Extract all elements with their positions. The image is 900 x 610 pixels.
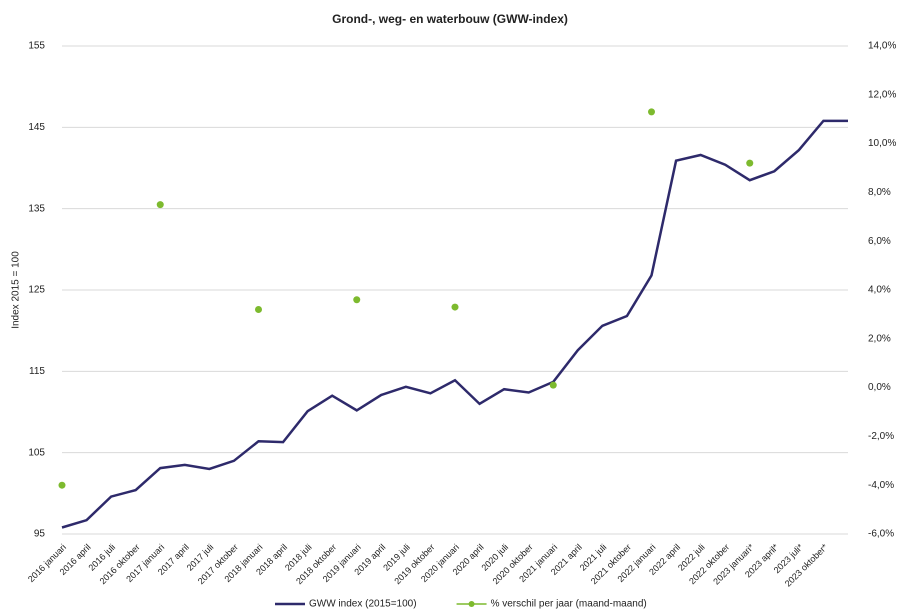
y2-tick-label: 14,0% <box>868 41 896 52</box>
data-point <box>648 108 655 116</box>
y2-tick-label: 6,0% <box>868 236 891 247</box>
data-point <box>156 201 164 209</box>
data-point <box>746 159 754 167</box>
x-tick-label: 2016 januari <box>26 542 68 584</box>
data-point <box>353 296 361 304</box>
y-tick-label: 125 <box>28 285 45 296</box>
y-tick-label: 95 <box>34 529 46 540</box>
legend-label: % verschil per jaar (maand-maand) <box>491 599 647 610</box>
y2-tick-label: 10,0% <box>868 138 896 149</box>
legend-label: GWW index (2015=100) <box>309 599 417 610</box>
data-point <box>255 306 262 314</box>
data-point <box>549 381 557 389</box>
data-point <box>58 481 66 489</box>
y-axis-label: Index 2015 = 100 <box>11 251 22 329</box>
y2-tick-label: 2,0% <box>868 333 891 344</box>
y2-tick-label: -6,0% <box>868 529 894 540</box>
y2-tick-label: -4,0% <box>868 480 894 491</box>
y2-tick-label: 0,0% <box>868 382 891 393</box>
y2-tick-label: -2,0% <box>868 431 894 442</box>
y-tick-label: 155 <box>28 41 45 52</box>
data-line <box>61 119 848 529</box>
y-tick-label: 105 <box>28 447 45 458</box>
data-point <box>451 303 459 311</box>
y2-tick-label: 8,0% <box>868 187 891 198</box>
chart-title: Grond-, weg- en waterbouw (GWW-index) <box>332 12 568 26</box>
y2-tick-label: 12,0% <box>868 89 896 100</box>
y-tick-label: 115 <box>29 366 45 377</box>
y-tick-label: 135 <box>28 203 45 214</box>
y-tick-label: 145 <box>28 122 45 133</box>
legend-marker <box>468 601 475 607</box>
y2-tick-label: 4,0% <box>868 285 891 296</box>
